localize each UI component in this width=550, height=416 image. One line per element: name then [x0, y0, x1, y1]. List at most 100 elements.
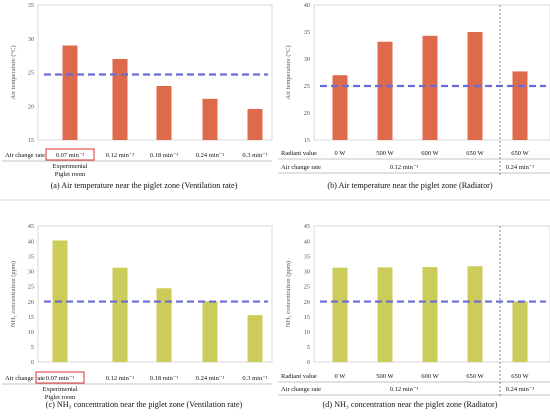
y-tick-label: 25 — [304, 83, 310, 90]
highlight-note: Experimental — [42, 386, 77, 393]
y-tick-label: 35 — [28, 2, 34, 9]
bar — [332, 267, 348, 362]
y-tick-label: 15 — [28, 137, 34, 144]
y-tick-label: 35 — [304, 29, 310, 36]
category-label: 650 W — [466, 373, 484, 380]
y-tick-label: 0 — [31, 359, 34, 366]
bar — [202, 98, 218, 140]
panel-caption: (a) Air temperature near the piglet zone… — [51, 181, 238, 190]
y-axis-label: NH₃ concentration (ppm) — [10, 261, 17, 327]
row-label: Air change rate — [5, 375, 45, 382]
bar — [377, 267, 393, 362]
chart-panel-d: 0 5 10 15 20 25 30 35 40 45 NH₃ concentration (ppm… — [278, 223, 550, 409]
panel-caption: (b) Air temperature near the piglet zone… — [327, 181, 493, 190]
y-tick-label: 40 — [304, 238, 310, 245]
category-label: 0.18 min⁻¹ — [150, 375, 179, 382]
y-tick-label: 15 — [28, 314, 34, 321]
y-tick-label: 35 — [304, 253, 310, 260]
y-tick-label: 30 — [28, 36, 34, 43]
bar — [422, 267, 438, 362]
panel-caption: (c) NH₃ concentration near the piglet zo… — [46, 400, 243, 409]
y-tick-label: 10 — [304, 329, 310, 336]
chart-panel-c: 0 5 10 15 20 25 30 35 40 45 NH₃ concentration (ppm… — [2, 223, 273, 409]
bar — [377, 41, 393, 140]
y-tick-label: 30 — [304, 269, 310, 276]
category-label: 650 W — [511, 373, 529, 380]
highlight-note: Piglet room — [45, 394, 76, 401]
y-tick-label: 15 — [304, 137, 310, 144]
y-axis-label: Air temperature (°C) — [10, 45, 17, 99]
y-tick-label: 25 — [28, 284, 34, 291]
bar — [156, 288, 172, 362]
y-tick-label: 40 — [28, 238, 34, 245]
category-label: 0.07 min⁻¹ — [56, 152, 85, 159]
y-tick-label: 20 — [304, 110, 310, 117]
y-tick-label: 0 — [307, 359, 310, 366]
y-tick-label: 5 — [307, 344, 310, 351]
y-tick-label: 5 — [31, 344, 34, 351]
group-label: 0.24 min⁻¹ — [506, 386, 535, 393]
y-tick-label: 45 — [28, 223, 34, 230]
y-tick-label: 25 — [28, 70, 34, 77]
category-label: 600 W — [421, 373, 439, 380]
row-label: Radiant value — [281, 150, 317, 157]
group-label: 0.12 min⁻¹ — [390, 386, 419, 393]
group-label: 0.12 min⁻¹ — [390, 164, 419, 171]
panel-caption: (d) NH₃ concentration near the piglet zo… — [323, 400, 498, 409]
category-label: 0.12 min⁻¹ — [106, 375, 135, 382]
category-label: 600 W — [421, 150, 439, 157]
y-tick-label: 45 — [304, 223, 310, 230]
plot-frame — [37, 4, 273, 141]
bar — [156, 86, 172, 140]
y-tick-label: 35 — [28, 253, 34, 260]
chart-panel-a: 15 20 25 30 35 Air temperature (°C) Air change… — [2, 2, 273, 190]
y-tick-label: 25 — [304, 284, 310, 291]
category-label: 0.3 min⁻¹ — [242, 152, 267, 159]
category-label: 650 W — [511, 150, 529, 157]
category-label: 0.24 min⁻¹ — [196, 152, 225, 159]
category-label: 0 W — [335, 373, 347, 380]
bar — [247, 315, 263, 362]
bar — [62, 45, 78, 140]
y-tick-label: 20 — [28, 103, 34, 110]
row-label: Air change rate — [281, 386, 321, 393]
category-label: 500 W — [376, 373, 394, 380]
highlight-note: Piglet room — [55, 171, 86, 178]
bar — [202, 301, 218, 362]
chart-panel-b: 15 20 25 30 35 40 Air temperature (°C) Radiant … — [278, 2, 550, 190]
highlight-note: Experimental — [52, 163, 87, 170]
category-label: 0.12 min⁻¹ — [106, 152, 135, 159]
bar — [512, 301, 528, 362]
row-label: Radiant value — [281, 373, 317, 380]
y-tick-label: 20 — [304, 299, 310, 306]
bar — [467, 266, 483, 362]
category-label: 0.07 min⁻¹ — [46, 375, 75, 382]
bar — [247, 108, 263, 140]
category-label: 0.24 min⁻¹ — [196, 375, 225, 382]
category-label: 650 W — [466, 150, 484, 157]
category-label: 0.18 min⁻¹ — [150, 152, 179, 159]
y-tick-label: 10 — [28, 329, 34, 336]
row-label: Air change rate — [5, 152, 45, 159]
y-axis-label: Air temperature (°C) — [285, 45, 292, 99]
y-tick-label: 40 — [304, 2, 310, 9]
category-label: 500 W — [376, 150, 394, 157]
y-tick-label: 30 — [28, 269, 34, 276]
category-label: 0 W — [335, 150, 347, 157]
category-label: 0.3 min⁻¹ — [242, 375, 267, 382]
plot-frame — [37, 225, 273, 363]
bar — [112, 59, 128, 140]
bar — [112, 267, 128, 362]
bar — [332, 75, 348, 140]
y-tick-label: 20 — [28, 299, 34, 306]
bar — [512, 71, 528, 140]
bar — [422, 35, 438, 140]
group-label: 0.24 min⁻¹ — [506, 164, 535, 171]
y-tick-label: 30 — [304, 56, 310, 63]
highlight-box — [45, 148, 95, 161]
highlight-box — [35, 371, 85, 384]
y-axis-label: NH₃ concentration (ppm) — [285, 261, 292, 327]
row-label: Air change rate — [281, 164, 321, 171]
y-tick-label: 15 — [304, 314, 310, 321]
